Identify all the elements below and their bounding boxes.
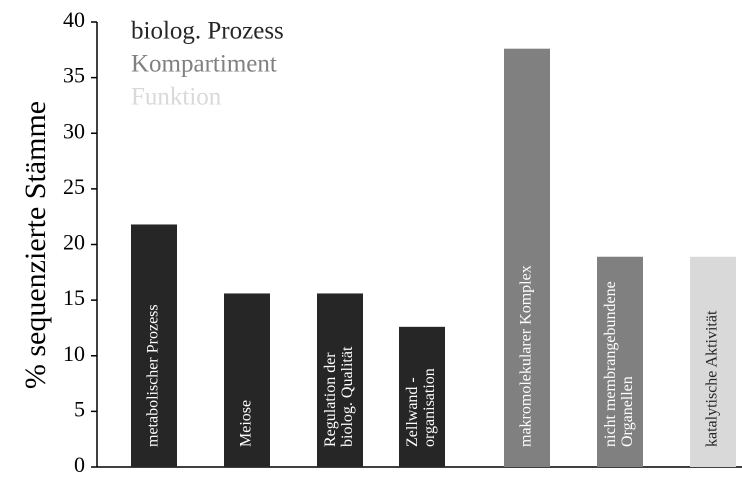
bar-label: katalytische Aktivität <box>704 310 721 447</box>
bar-label: Organellen <box>619 376 636 447</box>
bar <box>399 326 445 467</box>
bar-label: Zellwand - <box>404 377 421 447</box>
y-tick-label: 0 <box>74 452 85 477</box>
bar-label: metabolischer Prozess <box>145 304 162 447</box>
bar-label: Meiose <box>238 400 255 447</box>
bar-label: biolog. Qualität <box>339 346 356 447</box>
y-axis-label: % sequenzierte Stämme <box>19 101 52 389</box>
legend-entry: Kompartiment <box>131 51 277 78</box>
bar-label: makromolekularer Komplex <box>518 265 535 447</box>
bar-label: organisation <box>421 368 438 447</box>
y-tick-label: 40 <box>63 7 85 32</box>
y-tick-label: 25 <box>63 174 85 199</box>
legend-entry: biolog. Prozess <box>131 18 284 45</box>
y-tick-label: 35 <box>63 63 85 88</box>
legend-entry: Funktion <box>131 84 222 111</box>
bar <box>224 293 270 467</box>
bar <box>504 48 550 467</box>
bar-label: Regulation der <box>322 352 339 447</box>
bar <box>597 256 643 467</box>
y-tick-label: 5 <box>74 396 85 421</box>
bar <box>131 224 177 467</box>
y-tick-label: 10 <box>63 341 85 366</box>
y-tick-label: 20 <box>63 230 85 255</box>
y-tick-label: 30 <box>63 118 85 143</box>
bar <box>690 256 736 467</box>
y-tick-label: 15 <box>63 285 85 310</box>
bar <box>317 293 363 467</box>
bar-label: nicht membrangebundene <box>602 281 619 447</box>
